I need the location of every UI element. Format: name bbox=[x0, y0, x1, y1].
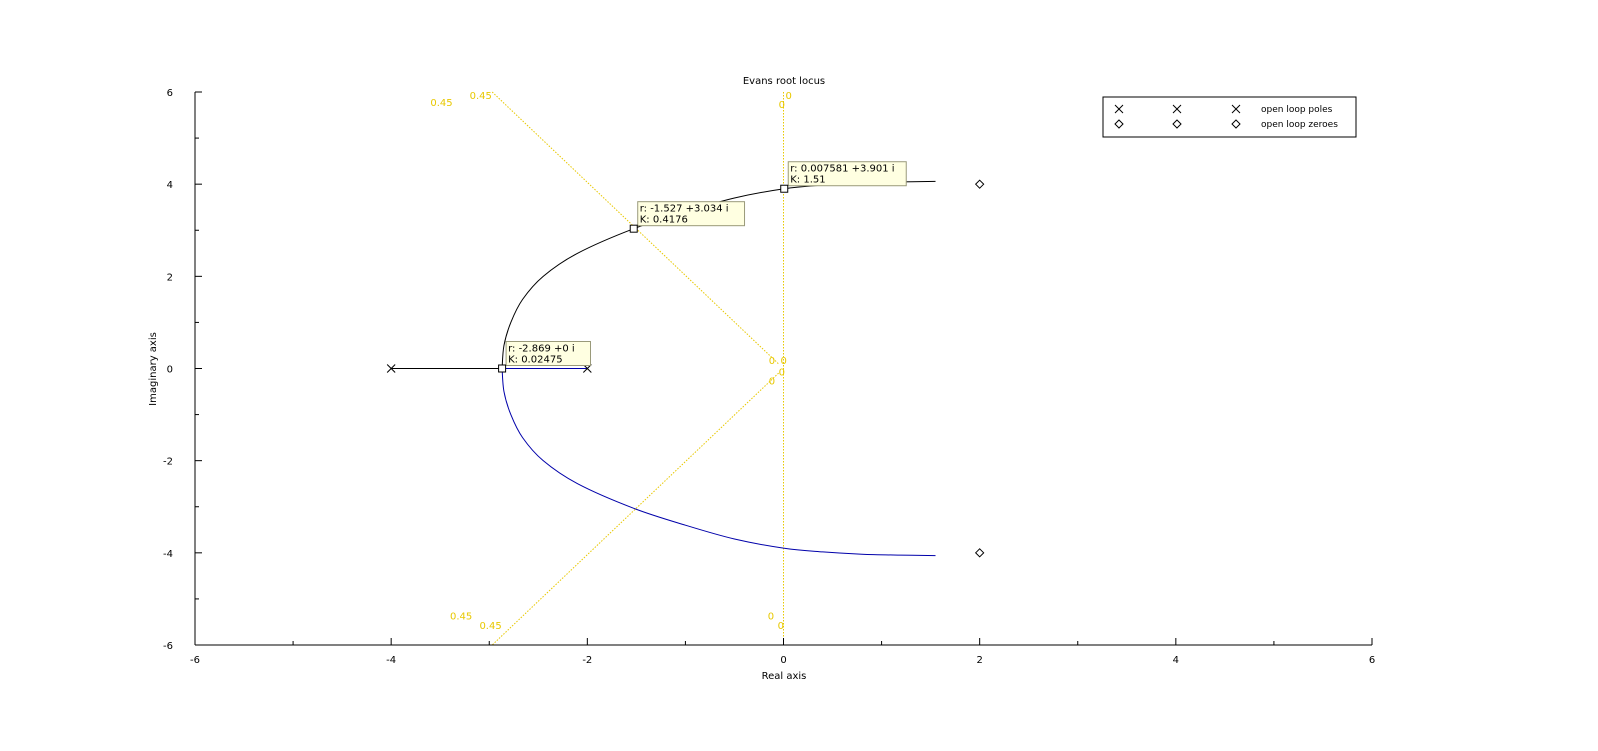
datatip-marker[interactable] bbox=[780, 184, 789, 193]
x-tick-label: 4 bbox=[1173, 655, 1179, 666]
damping-label: 0 bbox=[779, 367, 785, 378]
legend-zero-symbol bbox=[1231, 119, 1241, 129]
cross-stroke bbox=[1231, 104, 1241, 114]
locus-branch-lower bbox=[501, 368, 936, 557]
legend-zero-symbol bbox=[1114, 119, 1124, 129]
damping-label: 0.45 bbox=[450, 612, 472, 623]
damping-label: 0.45 bbox=[430, 98, 452, 109]
open-loop-zero bbox=[974, 179, 985, 189]
x-tick-label: -2 bbox=[582, 655, 592, 666]
locus-branches bbox=[391, 180, 936, 557]
y-tick-label: -4 bbox=[163, 549, 173, 560]
damping-label: 0 bbox=[768, 612, 774, 623]
cross-stroke bbox=[1114, 104, 1124, 114]
datatip[interactable]: r: 0.007581 +3.901 iK: 1.51 bbox=[780, 161, 907, 193]
datatip-line: r: 0.007581 +3.901 i bbox=[790, 164, 894, 175]
y-tick-label: 6 bbox=[167, 88, 173, 99]
datatips[interactable]: r: -2.869 +0 iK: 0.02475 r: -1.527 +3.034… bbox=[498, 161, 907, 373]
damping-label: 0 bbox=[779, 100, 785, 111]
datatip-marker[interactable] bbox=[629, 224, 638, 233]
datatip[interactable]: r: -2.869 +0 iK: 0.02475 bbox=[498, 341, 591, 373]
x-axis-title: Real axis bbox=[762, 671, 807, 682]
x-tick-label: 2 bbox=[976, 655, 982, 666]
datatip-box bbox=[787, 161, 907, 187]
y-tick-label: 0 bbox=[167, 365, 173, 376]
cross-stroke bbox=[1172, 104, 1182, 114]
legend-pole-symbol bbox=[1114, 104, 1124, 114]
x-tick-label: 6 bbox=[1369, 655, 1375, 666]
datatip-box bbox=[637, 201, 746, 227]
damping-label: 0 bbox=[785, 91, 791, 102]
y-tick-label: 2 bbox=[167, 272, 173, 283]
damping-label: 0.45 bbox=[479, 621, 501, 632]
datatip-line: r: -2.869 +0 i bbox=[508, 344, 575, 355]
datatip-line: K: 1.51 bbox=[790, 175, 825, 186]
cross-stroke bbox=[386, 364, 396, 373]
damping-label: 0 bbox=[769, 377, 775, 388]
y-tick-label: -2 bbox=[163, 457, 173, 468]
datatip-line: K: 0.02475 bbox=[508, 355, 562, 366]
x-tick-label: 0 bbox=[780, 655, 786, 666]
legend-box bbox=[1102, 96, 1357, 138]
damping-label: 0 bbox=[781, 356, 787, 367]
legend-label-poles: open loop poles bbox=[1261, 105, 1333, 115]
datatip-line: r: -1.527 +3.034 i bbox=[640, 204, 729, 215]
legend-zero-symbol bbox=[1172, 119, 1182, 129]
damping-label: 0 bbox=[778, 621, 784, 632]
legend-pole-symbol bbox=[1172, 104, 1182, 114]
y-tick-label: 4 bbox=[167, 180, 173, 191]
legend-label-zeroes: open loop zeroes bbox=[1261, 120, 1338, 130]
damping-label: 0.45 bbox=[470, 91, 492, 102]
datatip-box bbox=[505, 341, 591, 366]
x-tick-label: -4 bbox=[386, 655, 396, 666]
datatip[interactable]: r: -1.527 +3.034 iK: 0.4176 bbox=[629, 201, 746, 233]
damping-label: 0 bbox=[769, 356, 775, 367]
legend-pole-symbol bbox=[1231, 104, 1241, 114]
x-tick-label: -6 bbox=[190, 655, 200, 666]
open-loop-pole bbox=[386, 364, 396, 373]
chart-title: Evans root locus bbox=[743, 76, 825, 87]
y-axis-title: Imaginary axis bbox=[148, 332, 159, 406]
legend: open loop poles open loop zeroes bbox=[1102, 96, 1357, 138]
datatip-line: K: 0.4176 bbox=[640, 215, 688, 226]
axes: -6 -4 -2 0 2 4 6 -6 -4 -2 0 2 4 6 bbox=[163, 88, 1375, 666]
datatip-marker[interactable] bbox=[498, 364, 507, 373]
y-tick-label: -6 bbox=[163, 641, 173, 652]
open-loop-zero bbox=[974, 548, 985, 558]
